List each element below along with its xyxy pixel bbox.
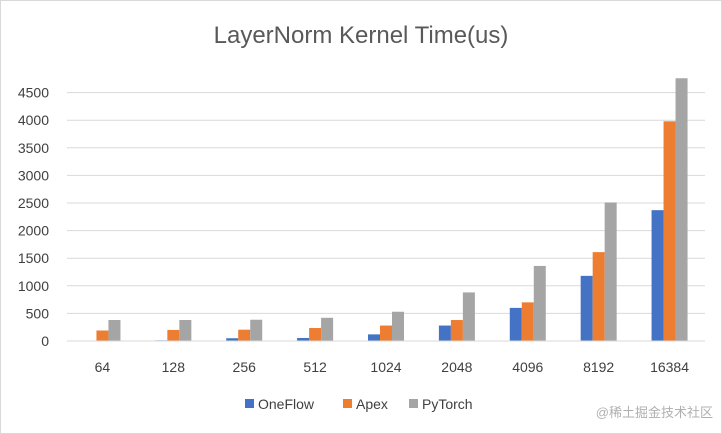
x-tick-label: 8192 bbox=[583, 359, 614, 375]
bar-pytorch-512 bbox=[321, 317, 334, 341]
x-tick-label: 4096 bbox=[512, 359, 543, 375]
bar-oneflow-2048 bbox=[438, 325, 451, 341]
y-tick-label: 0 bbox=[41, 333, 49, 349]
bar-oneflow-16384 bbox=[651, 210, 664, 341]
bar-apex-2048 bbox=[450, 320, 463, 341]
legend: OneFlow Apex PyTorch bbox=[245, 396, 473, 412]
watermark: @稀土掘金技术社区 bbox=[596, 405, 713, 420]
legend-label-apex: Apex bbox=[356, 396, 388, 412]
bar-apex-1024 bbox=[380, 325, 392, 341]
bar-pytorch-64 bbox=[108, 320, 121, 341]
y-tick-label: 4000 bbox=[18, 112, 49, 128]
y-tick-label: 4500 bbox=[18, 85, 49, 101]
bar-oneflow-8192 bbox=[580, 275, 593, 341]
y-axis-ticks: 0 500 1000 1500 2000 2500 3000 3500 4000 4500 bbox=[18, 85, 49, 349]
x-tick-label: 128 bbox=[162, 359, 186, 375]
bar-pytorch-2048 bbox=[462, 292, 475, 341]
gridlines bbox=[67, 92, 705, 314]
x-tick-label: 2048 bbox=[441, 359, 472, 375]
x-tick-label: 512 bbox=[303, 359, 327, 375]
y-tick-label: 2500 bbox=[18, 195, 49, 211]
bar-pytorch-8192 bbox=[604, 202, 617, 341]
bar-oneflow-4096 bbox=[509, 307, 522, 341]
bar-apex-64 bbox=[96, 330, 109, 341]
x-tick-label: 256 bbox=[233, 359, 257, 375]
bars bbox=[84, 78, 688, 342]
bar-pytorch-1024 bbox=[392, 311, 404, 341]
y-tick-label: 500 bbox=[26, 305, 50, 321]
y-tick-label: 1500 bbox=[18, 250, 49, 266]
x-axis-ticks: 64 128 256 512 1024 2048 4096 8192 16384 bbox=[95, 359, 690, 375]
bar-apex-512 bbox=[309, 328, 322, 341]
bar-apex-16384 bbox=[663, 121, 676, 341]
bar-apex-4096 bbox=[521, 302, 534, 341]
bar-oneflow-256 bbox=[226, 338, 239, 341]
bar-apex-128 bbox=[167, 329, 180, 341]
chart-title: LayerNorm Kernel Time(us) bbox=[214, 22, 509, 49]
x-tick-label: 1024 bbox=[370, 359, 401, 375]
legend-swatch-oneflow bbox=[245, 399, 254, 408]
bar-pytorch-256 bbox=[250, 319, 263, 341]
bar-oneflow-1024 bbox=[368, 334, 380, 341]
legend-label-pytorch: PyTorch bbox=[422, 396, 473, 412]
x-tick-label: 64 bbox=[95, 359, 111, 375]
bar-pytorch-4096 bbox=[533, 265, 546, 341]
x-tick-label: 16384 bbox=[650, 359, 689, 375]
legend-swatch-apex bbox=[343, 399, 352, 408]
bar-pytorch-128 bbox=[179, 320, 192, 341]
bar-pytorch-16384 bbox=[675, 78, 688, 342]
bar-apex-8192 bbox=[592, 252, 605, 341]
y-tick-label: 2000 bbox=[18, 223, 49, 239]
y-tick-label: 3500 bbox=[18, 140, 49, 156]
bar-oneflow-512 bbox=[297, 337, 310, 341]
legend-label-oneflow: OneFlow bbox=[258, 396, 315, 412]
y-tick-label: 3000 bbox=[18, 167, 49, 183]
y-tick-label: 1000 bbox=[18, 278, 49, 294]
legend-swatch-pytorch bbox=[409, 399, 418, 408]
bar-apex-256 bbox=[238, 329, 251, 341]
